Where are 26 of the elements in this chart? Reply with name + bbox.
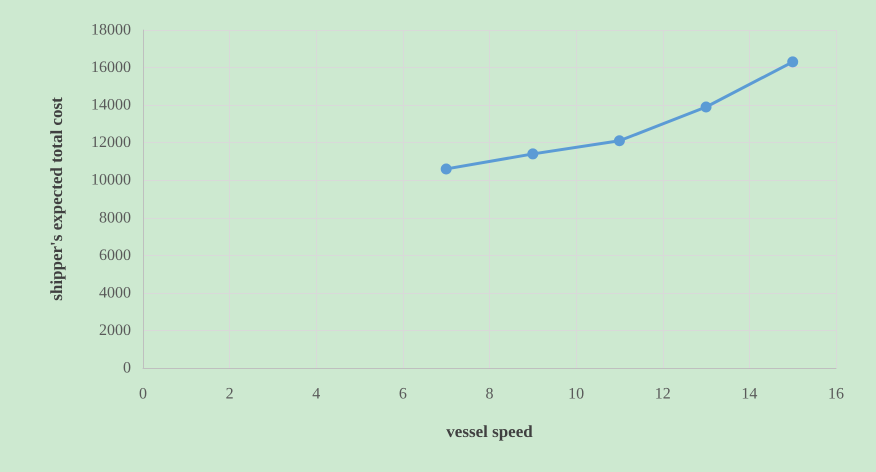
x-tick-label: 6 (398, 386, 407, 402)
point (527, 148, 538, 160)
y-tick-label: 12000 (91, 134, 131, 152)
point (614, 135, 625, 146)
y-tick-label: 2000 (99, 322, 131, 339)
x-tick-label: 16 (828, 386, 844, 402)
x-tick-label: 14 (741, 386, 758, 402)
y-tick-label: 14000 (91, 96, 131, 114)
x-tick-label: 0 (139, 386, 147, 402)
y-tick-label: 16000 (91, 59, 131, 76)
y-tick-label: 8000 (99, 209, 131, 226)
y-tick-label: 6000 (99, 246, 131, 264)
y-tick-label: 10000 (91, 172, 131, 189)
x-axis-title: vessel speed (446, 422, 534, 441)
point (440, 163, 452, 174)
y-axis-title: shipper's expected total cost (47, 96, 66, 301)
y-tick-label: 0 (123, 360, 131, 376)
x-tick-label: 4 (312, 386, 320, 402)
x-tick-label: 8 (486, 386, 494, 402)
x-tick-label: 2 (226, 386, 234, 402)
x-tick-label: 12 (654, 386, 671, 402)
point (787, 56, 798, 68)
point (700, 101, 712, 112)
y-tick-label: 4000 (99, 284, 131, 302)
y-tick-label: 18000 (91, 22, 131, 38)
x-tick-label: 10 (568, 386, 584, 402)
